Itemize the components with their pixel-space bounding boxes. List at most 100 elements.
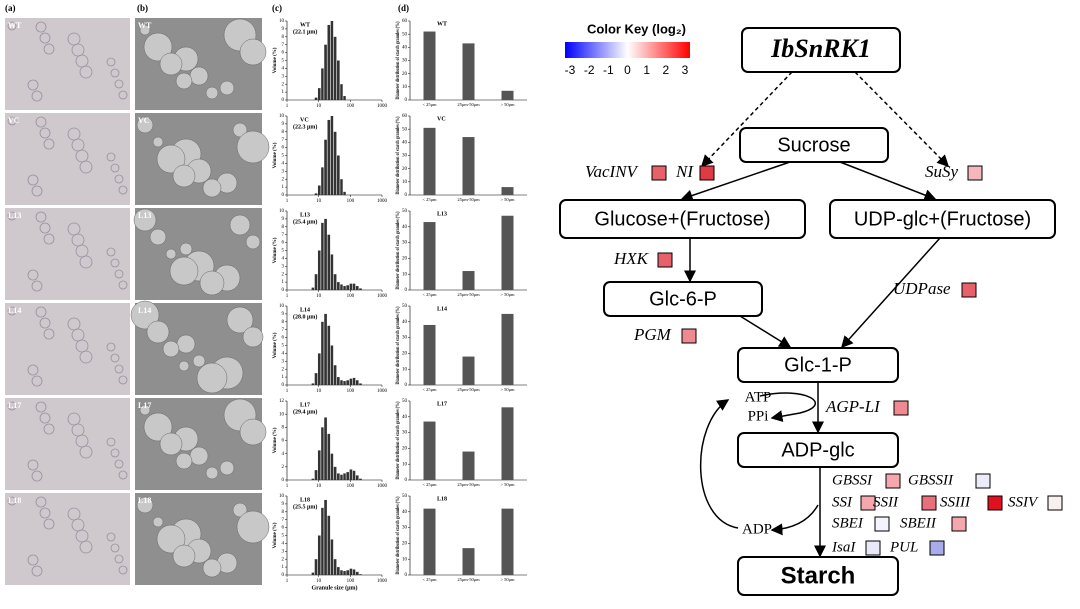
- y-tick-label: 10: [402, 85, 408, 90]
- y-tick-label: 6: [282, 146, 285, 151]
- row-label: VC: [8, 116, 20, 125]
- y-tick-label: 10: [402, 462, 408, 467]
- granule: [143, 412, 173, 442]
- chart-title: WT: [300, 22, 310, 28]
- hist-bar: [343, 96, 346, 100]
- gene-expression-box: [987, 495, 1003, 511]
- hist-bar: [333, 365, 337, 385]
- hist-bar: [321, 427, 324, 480]
- hist-bar: [355, 286, 359, 290]
- hist-bar: [343, 381, 346, 385]
- arrow: [700, 399, 739, 529]
- cell: [118, 280, 128, 290]
- granule: [139, 404, 151, 416]
- y-tick-label: 9: [282, 122, 285, 127]
- chart-annotation: (28.0 μm): [293, 313, 317, 320]
- y-tick-label: 6: [282, 336, 285, 341]
- granule: [136, 116, 154, 134]
- granule: [165, 248, 177, 260]
- y-axis-label: Diameter distribution of starch granules…: [396, 306, 401, 384]
- y-tick-label: 2: [282, 465, 285, 470]
- gene-label: AGP-LI: [825, 397, 881, 416]
- x-tick-label: 100: [347, 484, 355, 489]
- hist-bar: [352, 470, 356, 480]
- hist-bar: [352, 377, 356, 385]
- y-axis-label: Diameter distribution of starch granules…: [396, 116, 401, 194]
- x-tick-label: 25μm-50μm: [457, 577, 480, 582]
- node-label: ADP-glc: [781, 439, 854, 461]
- cell: [118, 565, 128, 575]
- cell: [43, 233, 55, 245]
- bar: [423, 324, 436, 385]
- bar: [462, 356, 475, 385]
- hist-bar: [346, 472, 350, 480]
- y-axis-label: Volume (%): [273, 47, 278, 73]
- bar: [462, 271, 475, 290]
- granule: [136, 496, 154, 514]
- x-tick-label: 1000: [377, 199, 388, 204]
- gene-expression-box: [874, 516, 890, 532]
- cell: [106, 152, 116, 162]
- row-label: L13: [8, 211, 21, 220]
- y-tick-label: 5: [282, 59, 285, 64]
- y-tick-label: 30: [402, 526, 408, 531]
- x-tick-label: 25μm-50μm: [457, 387, 480, 392]
- y-tick-label: 0: [405, 193, 408, 198]
- granule: [139, 24, 151, 36]
- cell: [43, 138, 55, 150]
- x-tick-label: 10: [316, 199, 322, 204]
- row-label: L14: [8, 306, 21, 315]
- metabolite: ADP: [742, 521, 772, 537]
- y-tick-label: 30: [402, 431, 408, 436]
- granule: [236, 510, 270, 544]
- cell: [35, 496, 47, 508]
- cell: [67, 412, 81, 426]
- gene-expression-box: [1047, 495, 1063, 511]
- cell: [110, 448, 120, 458]
- y-axis-label: Volume (%): [273, 522, 278, 548]
- cell: [71, 328, 85, 342]
- gene-expression-box: [929, 540, 945, 556]
- granule: [245, 234, 261, 250]
- y-tick-label: 6: [282, 439, 285, 444]
- node-label: Glucose+(Fructose): [594, 208, 770, 230]
- y-tick-label: 20: [402, 352, 408, 357]
- cell: [43, 423, 55, 435]
- x-tick-label: 10: [316, 294, 322, 299]
- hist-bar: [330, 453, 334, 480]
- granule: [152, 136, 164, 148]
- chart-annotation: (25.4 μm): [293, 218, 317, 225]
- cell: [7, 496, 17, 506]
- arrow: [854, 71, 950, 168]
- cell: [67, 507, 81, 521]
- cell: [67, 32, 81, 46]
- gene-expression-box: [699, 165, 715, 181]
- bar: [501, 90, 514, 100]
- bar: [501, 508, 514, 575]
- cell: [110, 353, 120, 363]
- x-tick-label: < 25μm: [422, 197, 437, 202]
- x-tick-label: 10: [316, 579, 322, 584]
- x-tick-label: > 50μm: [500, 577, 515, 582]
- arrow: [840, 237, 941, 349]
- color-key-tick: -2: [584, 63, 595, 77]
- hist-bar: [343, 286, 346, 290]
- x-tick-label: 1: [286, 104, 289, 109]
- granule: [149, 228, 167, 246]
- hist-bar: [346, 285, 350, 290]
- x-tick-label: 100: [347, 294, 355, 299]
- gene-expression-box: [657, 252, 673, 268]
- y-tick-label: 10: [402, 367, 408, 372]
- x-tick-label: 1000: [377, 484, 388, 489]
- cell: [118, 185, 128, 195]
- granule: [175, 72, 193, 90]
- y-tick-label: 60: [402, 114, 408, 119]
- y-tick-label: 7: [282, 233, 285, 238]
- hist-bar: [359, 574, 362, 575]
- y-tick-label: 30: [402, 241, 408, 246]
- hist-bar: [343, 191, 346, 195]
- chart-annotation: (22.3 μm): [293, 123, 317, 130]
- granule: [239, 418, 267, 446]
- y-tick-label: 50: [402, 127, 408, 132]
